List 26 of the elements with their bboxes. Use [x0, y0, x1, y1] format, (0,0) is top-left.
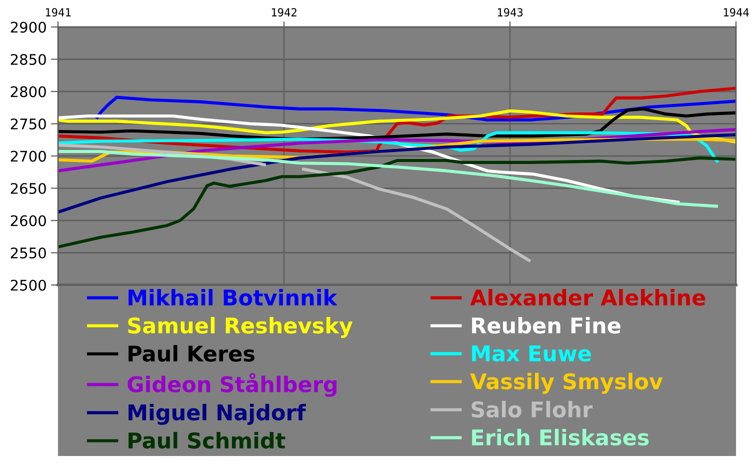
legend-label: Mikhail Botvinnik	[128, 289, 338, 306]
legend-label: Gideon Ståhlberg	[128, 372, 337, 397]
x-tick-label: 1944	[724, 8, 749, 17]
legend-label: Erich Eliskases	[472, 428, 649, 446]
y-tick-label: 2900	[10, 22, 46, 33]
legend-label: Reuben Fine	[472, 316, 620, 334]
x-tick-label: 1941	[46, 8, 71, 17]
legend-label: Paul Schmidt	[128, 432, 286, 449]
line-series	[58, 150, 720, 208]
legend-label: Alexander Alekhine	[470, 289, 706, 306]
x-tick-label: 1943	[498, 8, 523, 17]
y-tick-label: 2700	[10, 150, 46, 162]
x-tick-label: 1942	[272, 8, 296, 17]
y-tick-label: 2850	[10, 54, 46, 65]
y-tick-label: 2800	[10, 86, 46, 98]
y-tick-label: 2750	[10, 118, 46, 130]
legend-label: Salo Flohr	[472, 400, 593, 418]
legend-label: Max Euwe	[472, 346, 591, 362]
legend-label: Samuel Reshevsky	[128, 316, 353, 338]
y-tick-label: 2650	[10, 182, 46, 194]
y-tick-label: 2600	[10, 215, 46, 226]
y-tick-label: 2550	[10, 247, 46, 258]
legend-label: Paul Keres	[128, 345, 254, 362]
legend-label: Vassily Smyslov	[470, 372, 663, 394]
y-tick-label: 2500	[10, 280, 46, 291]
legend-label: Miguel Najdorf	[128, 404, 306, 425]
